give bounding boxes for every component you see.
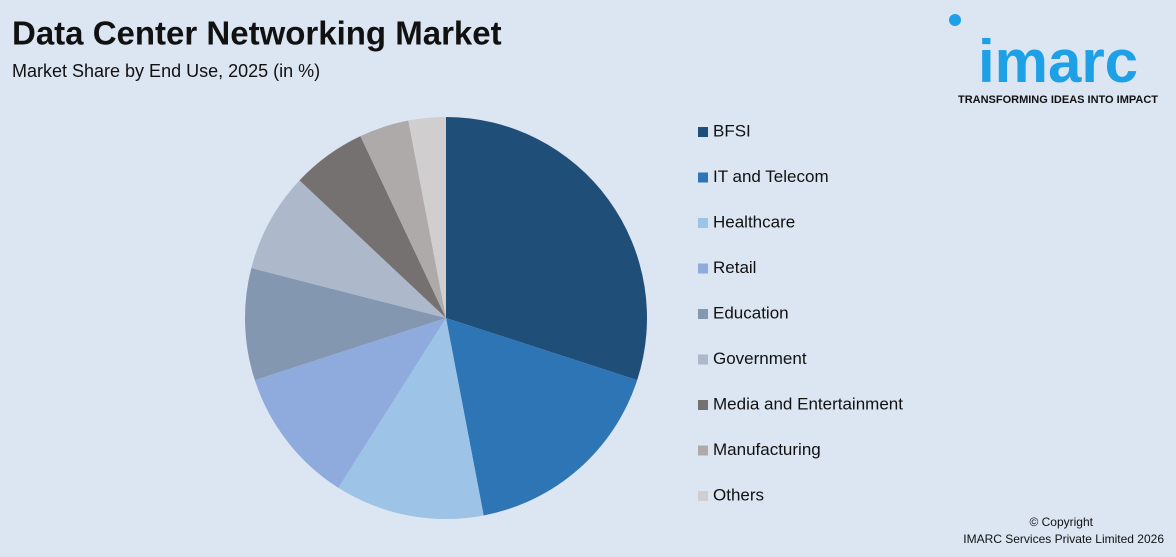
pie-slice	[360, 120, 446, 318]
legend-label: IT and Telecom	[713, 167, 829, 186]
legend-label: Manufacturing	[713, 440, 821, 459]
legend-swatch	[698, 491, 708, 501]
legend-swatch	[698, 400, 708, 410]
pie-slice	[254, 318, 446, 488]
legend-label: Others	[713, 485, 764, 504]
legend-label: Media and Entertainment	[713, 394, 903, 413]
pie-slice	[299, 136, 446, 318]
pie-slice	[244, 268, 446, 381]
legend-swatch	[698, 263, 708, 274]
chart-title: Data Center Networking Market	[12, 15, 502, 52]
logo: imarc	[978, 28, 1138, 95]
legend-label: Retail	[713, 258, 756, 277]
legend-swatch	[698, 309, 708, 319]
logo-tagline: TRANSFORMING IDEAS INTO IMPACT	[958, 94, 1158, 106]
legend-swatch	[698, 445, 708, 456]
copyright: © Copyright	[1029, 515, 1093, 529]
company: IMARC Services Private Limited 2026	[963, 532, 1164, 546]
pie-slice	[446, 318, 638, 516]
legend-label: BFSI	[713, 121, 751, 140]
chart-subtitle: Market Share by End Use, 2025 (in %)	[12, 61, 320, 81]
pie-slice	[251, 180, 446, 318]
pie-slice	[338, 318, 484, 519]
legend-swatch	[698, 354, 708, 365]
legend-swatch	[698, 172, 708, 183]
legend-swatch	[698, 218, 708, 228]
legend-label: Government	[713, 349, 807, 368]
legend-swatch	[698, 127, 708, 137]
logo-dot	[949, 14, 961, 26]
legend-label: Healthcare	[713, 212, 795, 231]
legend-label: Education	[713, 303, 789, 322]
pie-slice	[408, 117, 446, 318]
pie-slice	[446, 117, 647, 381]
